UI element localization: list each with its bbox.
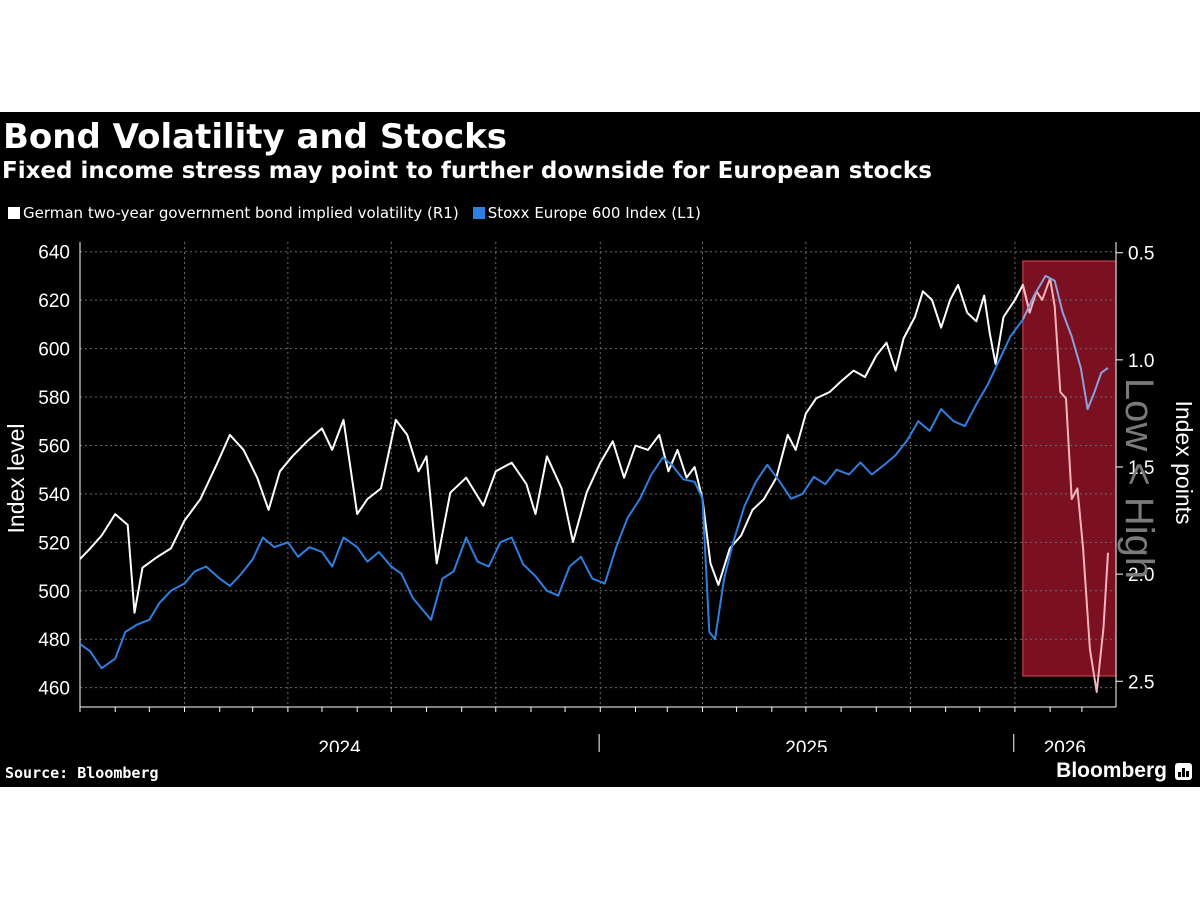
y-left-tick-label: 520 [38, 533, 70, 554]
bloomberg-logo: Bloomberg [1056, 759, 1192, 783]
chart-panel: Bond Volatility and Stocks Fixed income … [0, 112, 1200, 787]
y-right-tick-label: 1.5 [1128, 458, 1154, 479]
series-line-bond-volatility-highlighted [1021, 277, 1109, 693]
y-right-tick-label: 1.0 [1128, 351, 1154, 372]
legend-label-bond-volatility: German two-year government bond implied … [23, 204, 459, 222]
y-left-tick-label: 500 [38, 582, 70, 603]
legend: German two-year government bond implied … [8, 203, 715, 223]
bloomberg-chart-icon [1175, 762, 1192, 780]
chart-svg: 460 480 500 520 540 560 580 600 620 640 0.5 1.0 1.5 2… [3, 242, 1197, 752]
series-line-stoxx-600 [79, 318, 1024, 670]
legend-swatch-blue [472, 207, 485, 219]
legend-item-bond-volatility: German two-year government bond implied … [8, 204, 459, 222]
gridlines [80, 242, 1116, 707]
y-left-tick-label: 580 [38, 388, 70, 409]
y-left-tick-label: 640 [38, 243, 70, 264]
chart-title: Bond Volatility and Stocks [3, 117, 507, 157]
legend-item-stoxx: Stoxx Europe 600 Index (L1) [472, 204, 701, 222]
y-right-axis-title: Index points [1171, 400, 1197, 524]
legend-swatch-white [8, 207, 20, 219]
source-note: Source: Bloomberg [5, 764, 159, 782]
y-right-tick-label: 2.0 [1128, 565, 1154, 586]
x-tick-label: 2024 [318, 738, 361, 752]
y-left-tick-label: 560 [38, 436, 70, 457]
legend-label-stoxx: Stoxx Europe 600 Index (L1) [487, 204, 701, 222]
series-line-stoxx-600-highlighted [1021, 274, 1109, 411]
x-tick-label: 2026 [1044, 738, 1086, 752]
y-left-axis-title: Index level [3, 424, 29, 534]
y-left-tick-label: 480 [38, 630, 70, 651]
y-left-tick-label: 460 [38, 679, 70, 700]
scale-direction-annotation: Low < High [1117, 378, 1161, 579]
y-left-tick-label: 540 [38, 485, 70, 506]
chart-subtitle: Fixed income stress may point to further… [2, 158, 932, 184]
series-line-bond-volatility [79, 283, 1031, 614]
brand-name: Bloomberg [1056, 759, 1167, 782]
y-left-tick-label: 620 [38, 291, 70, 312]
y-right-tick-label: 2.5 [1128, 672, 1154, 693]
y-right-tick-label: 0.5 [1128, 244, 1154, 265]
x-tick-label: 2025 [785, 738, 827, 752]
y-left-tick-label: 600 [38, 340, 70, 361]
